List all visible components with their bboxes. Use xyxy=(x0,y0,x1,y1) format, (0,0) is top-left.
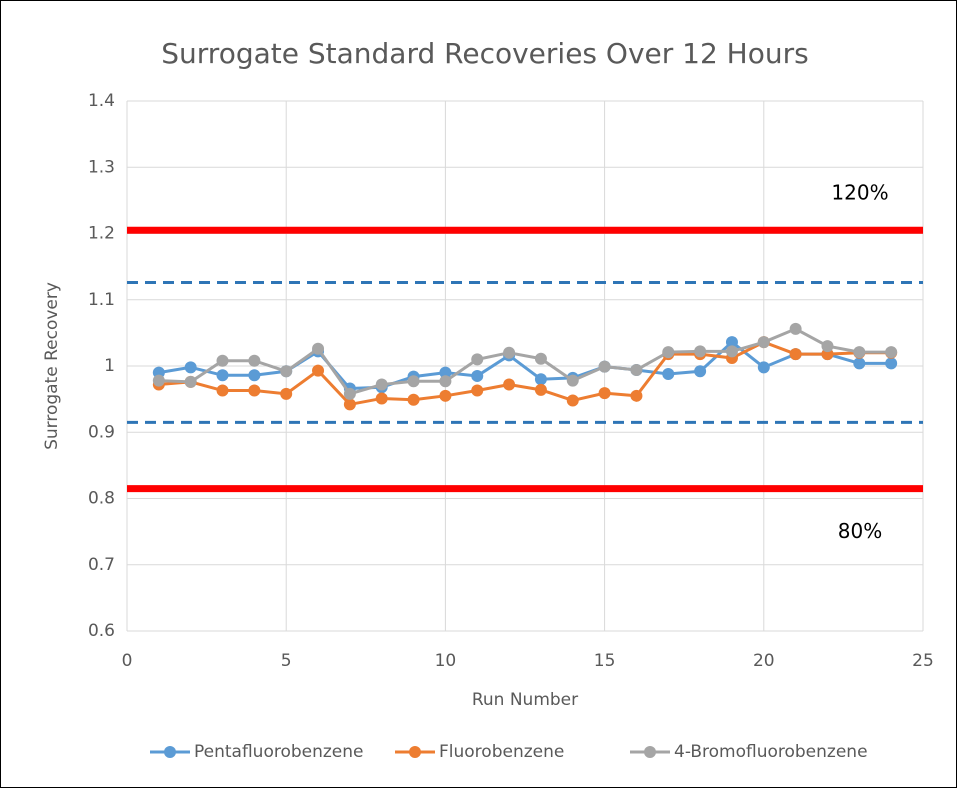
data-point xyxy=(662,346,675,359)
data-point xyxy=(439,366,452,379)
legend-marker xyxy=(409,746,421,758)
data-point xyxy=(343,398,356,411)
data-point xyxy=(534,373,547,386)
x-tick-label: 25 xyxy=(912,651,934,671)
data-point xyxy=(630,363,643,376)
data-point xyxy=(280,387,293,400)
legend-label: 4-Bromofluorobenzene xyxy=(674,742,868,762)
data-point xyxy=(885,357,898,370)
y-tick-label: 1.2 xyxy=(88,224,115,244)
legend-label: Fluorobenzene xyxy=(439,742,564,762)
data-point xyxy=(534,383,547,396)
data-point xyxy=(248,384,261,397)
data-point xyxy=(375,392,388,405)
x-tick-label: 20 xyxy=(753,651,775,671)
legend-marker xyxy=(164,746,176,758)
y-tick-label: 1.1 xyxy=(88,290,115,310)
data-point xyxy=(503,378,516,391)
annotation: 120% xyxy=(831,181,888,205)
data-point xyxy=(407,393,420,406)
data-point xyxy=(216,369,229,382)
y-tick-label: 0.7 xyxy=(88,555,115,575)
data-point xyxy=(184,361,197,374)
data-point xyxy=(725,336,738,349)
data-point xyxy=(662,367,675,380)
x-tick-label: 10 xyxy=(435,651,457,671)
data-point xyxy=(439,375,452,388)
y-axis-label: Surrogate Recovery xyxy=(42,282,62,450)
data-point xyxy=(630,389,643,402)
data-point xyxy=(534,352,547,365)
data-point xyxy=(471,353,484,366)
data-point xyxy=(312,342,325,355)
data-point xyxy=(471,369,484,382)
data-point xyxy=(598,360,611,373)
annotation: 80% xyxy=(838,519,882,543)
data-point xyxy=(757,361,770,374)
data-point xyxy=(853,346,866,359)
data-point xyxy=(407,375,420,388)
data-point xyxy=(598,387,611,400)
legend-marker xyxy=(644,746,656,758)
data-point xyxy=(694,345,707,358)
data-point xyxy=(885,346,898,359)
data-point xyxy=(821,340,834,353)
legend-label: Pentafluorobenzene xyxy=(194,742,364,762)
data-point xyxy=(439,389,452,402)
data-point xyxy=(566,374,579,387)
x-tick-label: 0 xyxy=(122,651,133,671)
data-point xyxy=(184,375,197,388)
data-point xyxy=(789,348,802,361)
x-axis-label: Run Number xyxy=(472,690,578,710)
y-tick-label: 0.8 xyxy=(88,489,115,509)
y-tick-label: 1 xyxy=(104,356,115,376)
y-tick-label: 0.9 xyxy=(88,422,115,442)
x-tick-label: 5 xyxy=(281,651,292,671)
y-tick-label: 1.4 xyxy=(88,91,115,111)
x-tick-label: 15 xyxy=(594,651,616,671)
data-point xyxy=(566,394,579,407)
data-point xyxy=(216,354,229,367)
data-point xyxy=(343,387,356,400)
data-point xyxy=(853,357,866,370)
data-point xyxy=(248,354,261,367)
data-point xyxy=(503,346,516,359)
data-point xyxy=(280,365,293,378)
data-point xyxy=(789,322,802,335)
data-point xyxy=(152,374,165,387)
data-point xyxy=(375,378,388,391)
chart-title: Surrogate Standard Recoveries Over 12 Ho… xyxy=(161,37,808,70)
data-point xyxy=(216,384,229,397)
data-point xyxy=(312,364,325,377)
data-point xyxy=(694,365,707,378)
data-point xyxy=(248,369,261,382)
data-point xyxy=(725,345,738,358)
y-tick-label: 0.6 xyxy=(88,621,115,641)
y-tick-label: 1.3 xyxy=(88,157,115,177)
data-point xyxy=(757,336,770,349)
data-point xyxy=(471,384,484,397)
